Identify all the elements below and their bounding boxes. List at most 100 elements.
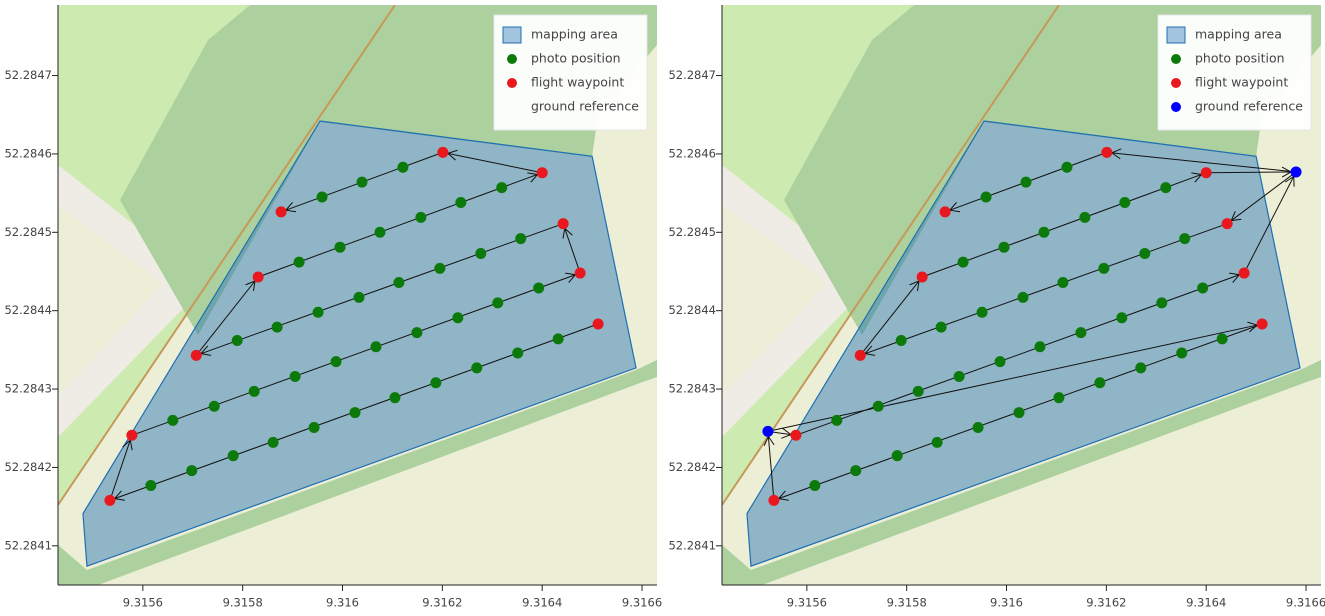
- legend-label: photo position: [1195, 51, 1285, 66]
- point: [492, 297, 504, 309]
- route-segment: [864, 223, 1228, 356]
- legend-label: ground reference: [1195, 99, 1303, 114]
- legend-swatch: [502, 26, 522, 44]
- point: [353, 291, 365, 303]
- x-tick-label: 9.3162: [422, 596, 462, 610]
- route-segment: [763, 435, 775, 501]
- point: [1116, 312, 1128, 324]
- plot: [746, 120, 1302, 568]
- point: [370, 341, 382, 353]
- route-segment: [257, 172, 539, 278]
- legend-box: [493, 14, 648, 131]
- point: [994, 356, 1006, 368]
- point: [976, 306, 988, 318]
- point: [1135, 362, 1147, 374]
- point: [935, 321, 947, 333]
- y-tick-label: 52.2846: [668, 146, 716, 160]
- point: [1101, 146, 1113, 158]
- point: [1216, 333, 1228, 345]
- point: [850, 465, 862, 477]
- point: [145, 479, 157, 491]
- plot: [82, 120, 637, 568]
- point: [437, 146, 449, 158]
- point: [790, 429, 802, 441]
- point: [1160, 182, 1172, 194]
- point: [1200, 167, 1212, 179]
- route-segment: [1230, 171, 1297, 222]
- y-tick-label: 52.2841: [4, 538, 52, 552]
- legend-marker: [507, 54, 517, 64]
- point: [1053, 392, 1065, 404]
- point: [1061, 161, 1073, 173]
- point: [1290, 166, 1302, 178]
- x-tick-label: 9.316: [326, 596, 359, 610]
- point: [1139, 247, 1151, 259]
- point: [1034, 341, 1046, 353]
- x-tick-label: 9.3156: [787, 596, 827, 610]
- point: [536, 167, 548, 179]
- route-segment: [195, 280, 256, 356]
- point: [1221, 218, 1233, 230]
- point: [939, 206, 951, 218]
- point: [252, 271, 264, 283]
- point: [891, 450, 903, 462]
- point: [496, 182, 508, 194]
- point: [374, 226, 386, 238]
- route-segment: [446, 149, 543, 174]
- point: [1017, 291, 1029, 303]
- point: [293, 256, 305, 268]
- legend-label: ground reference: [531, 99, 639, 114]
- point: [1020, 176, 1032, 188]
- legend-marker: [1171, 54, 1181, 64]
- point: [271, 321, 283, 333]
- point: [916, 271, 928, 283]
- point: [471, 362, 483, 374]
- point: [574, 267, 586, 279]
- point: [434, 262, 446, 274]
- legend-label: flight waypoint: [531, 75, 624, 90]
- point: [515, 233, 527, 245]
- point: [275, 206, 287, 218]
- x-tick-label: 9.3158: [223, 596, 263, 610]
- legend-swatch: [1166, 26, 1186, 44]
- y-tick-label: 52.2847: [668, 68, 716, 82]
- point: [854, 349, 866, 361]
- point: [552, 333, 564, 345]
- y-tick-label: 52.2844: [668, 303, 716, 317]
- y-tick-label: 52.2846: [4, 146, 52, 160]
- point: [475, 247, 487, 259]
- point: [1038, 226, 1050, 238]
- route-segment: [562, 227, 581, 274]
- y-tick-label: 52.2842: [4, 460, 52, 474]
- point: [895, 334, 907, 346]
- point: [334, 241, 346, 253]
- point: [998, 241, 1010, 253]
- route-segment: [859, 280, 920, 356]
- x-tick-label: 9.3158: [887, 596, 927, 610]
- legend-label: mapping area: [531, 27, 618, 42]
- y-tick-label: 52.2841: [668, 538, 716, 552]
- legend: mapping area photo position flight waypoin…: [493, 14, 648, 131]
- x-tick-label: 9.3164: [522, 596, 562, 610]
- point: [533, 282, 545, 294]
- legend-marker: [1171, 102, 1181, 112]
- x-tick-label: 9.3166: [1286, 596, 1325, 610]
- y-tick-label: 52.2843: [4, 382, 52, 396]
- point: [312, 306, 324, 318]
- point: [512, 347, 524, 359]
- point: [1179, 233, 1191, 245]
- point: [104, 494, 116, 506]
- point: [1079, 211, 1091, 223]
- point: [389, 392, 401, 404]
- point: [126, 429, 138, 441]
- point: [267, 436, 279, 448]
- route-segment: [921, 172, 1203, 278]
- point: [452, 312, 464, 324]
- point: [227, 450, 239, 462]
- y-tick-label: 52.2845: [668, 225, 716, 239]
- point: [415, 211, 427, 223]
- legend-label: photo position: [531, 51, 621, 66]
- point: [186, 465, 198, 477]
- point: [1197, 282, 1209, 294]
